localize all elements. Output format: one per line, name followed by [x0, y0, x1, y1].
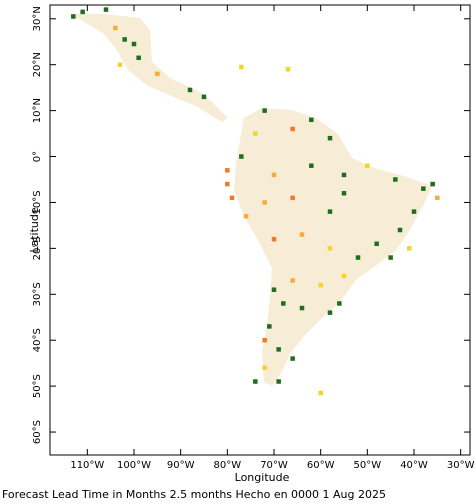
x-tick-label: 110°W: [70, 460, 104, 471]
forecast-cell: [341, 172, 347, 178]
forecast-cell: [388, 255, 393, 260]
y-axis-ticks: 30°N 20°N 10°N 0° 10°S 20°S 30°S 40°S 50°S 60°S: [32, 6, 470, 444]
forecast-cell: [327, 209, 333, 214]
forecast-cell: [309, 117, 314, 123]
y-tick-label: 20°N: [32, 52, 43, 77]
forecast-cell: [80, 9, 85, 15]
y-tick-label: 10°S: [32, 190, 43, 214]
forecast-cell: [374, 241, 379, 247]
forecast-cell: [299, 305, 305, 311]
forecast-cell: [271, 236, 277, 242]
forecast-cell: [276, 347, 281, 352]
y-tick-label: 30°S: [32, 282, 43, 306]
forecast-cell: [201, 94, 207, 100]
forecast-cell: [262, 108, 267, 113]
forecast-cells-layer: [71, 7, 440, 396]
forecast-cell: [239, 154, 244, 159]
x-axis-title: Longitude: [235, 471, 290, 484]
forecast-cell: [253, 131, 258, 136]
forecast-cell: [411, 209, 417, 214]
forecast-cell: [225, 181, 230, 187]
x-axis-ticks: 110°W 100°W 90°W 80°W 70°W 60°W 50°W 40°W 30°W: [70, 5, 475, 471]
y-tick-label: 50°S: [32, 374, 43, 398]
forecast-cell: [290, 126, 295, 132]
forecast-cell: [281, 301, 286, 306]
y-tick-label: 0°: [32, 151, 43, 162]
forecast-cell: [430, 181, 435, 187]
south-america-landmass: [234, 108, 432, 386]
forecast-cell: [155, 71, 160, 77]
forecast-cell: [421, 186, 426, 191]
y-tick-label: 60°S: [32, 420, 43, 444]
x-tick-label: 70°W: [260, 460, 288, 471]
forecast-caption: Forecast Lead Time in Months 2.5 months …: [2, 488, 387, 501]
forecast-cell: [393, 177, 398, 182]
forecast-cell: [290, 278, 295, 283]
forecast-cell: [341, 273, 347, 279]
forecast-cell: [309, 163, 314, 168]
forecast-cell: [299, 232, 305, 237]
forecast-cell: [262, 200, 267, 205]
forecast-cell: [355, 255, 361, 260]
forecast-cell: [365, 163, 370, 168]
x-tick-label: 100°W: [117, 460, 151, 471]
forecast-cell: [397, 227, 403, 233]
land-outline: [70, 14, 432, 386]
y-tick-label: 20°S: [32, 236, 43, 260]
forecast-cell: [187, 87, 193, 93]
forecast-cell: [327, 246, 333, 251]
forecast-cell: [327, 310, 333, 315]
x-tick-label: 30°W: [447, 460, 475, 471]
forecast-cell: [290, 356, 295, 361]
forecast-cell: [136, 55, 141, 61]
forecast-cell: [113, 25, 118, 31]
forecast-cell: [435, 195, 440, 201]
forecast-cell: [262, 365, 267, 371]
forecast-cell: [225, 168, 230, 173]
forecast-cell: [229, 195, 235, 201]
forecast-cell: [262, 337, 267, 343]
forecast-cell: [71, 14, 76, 19]
forecast-cell: [407, 246, 412, 251]
forecast-cell: [253, 379, 258, 384]
forecast-cell: [341, 191, 347, 196]
y-tick-label: 30°N: [32, 6, 43, 31]
y-axis-title: Latitude: [28, 207, 41, 253]
x-tick-label: 90°W: [167, 460, 195, 471]
forecast-cell: [271, 287, 277, 292]
forecast-cell: [327, 135, 333, 141]
forecast-cell: [243, 213, 249, 219]
forecast-cell: [276, 379, 281, 384]
forecast-cell: [131, 41, 137, 47]
forecast-cell: [290, 195, 295, 201]
forecast-cell: [239, 64, 244, 70]
forecast-cell: [267, 324, 272, 329]
forecast-cell: [117, 62, 123, 67]
forecast-cell: [122, 37, 127, 42]
y-tick-label: 40°S: [32, 328, 43, 352]
forecast-cell: [337, 301, 342, 306]
forecast-cell: [271, 172, 277, 178]
x-tick-label: 40°W: [400, 460, 428, 471]
forecast-cell: [285, 67, 291, 72]
x-tick-label: 50°W: [354, 460, 382, 471]
x-tick-label: 80°W: [214, 460, 242, 471]
forecast-cell: [103, 7, 109, 12]
y-tick-label: 10°N: [32, 98, 43, 123]
x-tick-label: 60°W: [307, 460, 335, 471]
forecast-cell: [318, 282, 323, 288]
forecast-cell: [318, 390, 323, 396]
central-america-landmass: [70, 14, 228, 122]
